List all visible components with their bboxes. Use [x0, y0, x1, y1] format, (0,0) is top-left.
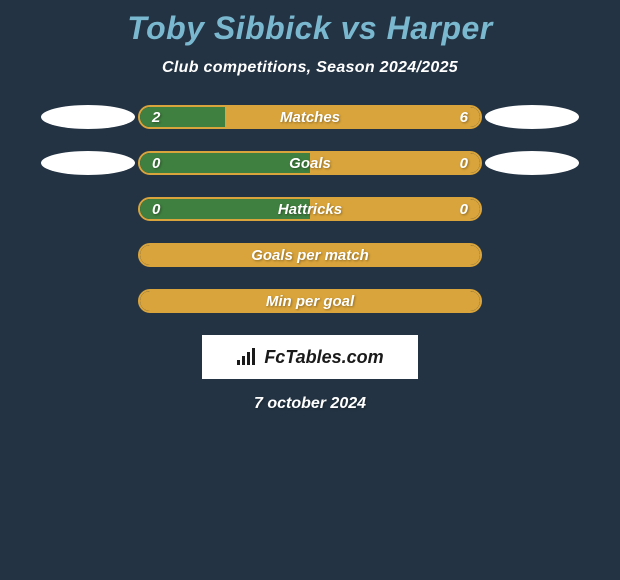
stats-chart: 2 Matches 6 0 Goals 0 — [0, 105, 620, 313]
logo-box: FcTables.com — [202, 335, 418, 379]
stat-row-min-per-goal: Min per goal — [0, 289, 620, 313]
stat-row-goals-per-match: Goals per match — [0, 243, 620, 267]
bar-left-segment — [140, 153, 310, 173]
avatar-right-slot — [482, 151, 582, 175]
stat-label: Goals — [289, 155, 331, 172]
stat-bar: Min per goal — [138, 289, 482, 313]
logo-text: FcTables.com — [264, 347, 383, 368]
chart-bars-icon — [236, 348, 258, 366]
stat-right-value: 0 — [460, 201, 468, 218]
stat-bar: Goals per match — [138, 243, 482, 267]
stat-label: Min per goal — [266, 293, 354, 310]
avatar-left-slot — [38, 289, 138, 313]
stat-row-hattricks: 0 Hattricks 0 — [0, 197, 620, 221]
avatar-left-slot — [38, 151, 138, 175]
bar-right-segment — [310, 153, 480, 173]
stat-bar: 0 Goals 0 — [138, 151, 482, 175]
stat-label: Matches — [280, 109, 340, 126]
comparison-infographic: Toby Sibbick vs Harper Club competitions… — [0, 0, 620, 580]
avatar-left-slot — [38, 197, 138, 221]
page-title: Toby Sibbick vs Harper — [0, 0, 620, 47]
avatar-right-slot — [482, 243, 582, 267]
avatar-left-slot — [38, 105, 138, 129]
stat-left-value: 0 — [152, 201, 160, 218]
avatar-right-slot — [482, 105, 582, 129]
stat-row-matches: 2 Matches 6 — [0, 105, 620, 129]
date-label: 7 october 2024 — [0, 395, 620, 413]
stat-label: Goals per match — [251, 247, 369, 264]
avatar-right-slot — [482, 197, 582, 221]
player-right-avatar — [485, 105, 579, 129]
stat-left-value: 0 — [152, 155, 160, 172]
subtitle: Club competitions, Season 2024/2025 — [0, 59, 620, 77]
player-left-avatar — [41, 105, 135, 129]
stat-bar: 2 Matches 6 — [138, 105, 482, 129]
avatar-right-slot — [482, 289, 582, 313]
stat-right-value: 6 — [460, 109, 468, 126]
player-right-avatar — [485, 151, 579, 175]
stat-row-goals: 0 Goals 0 — [0, 151, 620, 175]
bar-right-segment — [225, 107, 480, 127]
stat-label: Hattricks — [278, 201, 342, 218]
stat-bar: 0 Hattricks 0 — [138, 197, 482, 221]
avatar-left-slot — [38, 243, 138, 267]
stat-right-value: 0 — [460, 155, 468, 172]
stat-left-value: 2 — [152, 109, 160, 126]
player-left-avatar — [41, 151, 135, 175]
